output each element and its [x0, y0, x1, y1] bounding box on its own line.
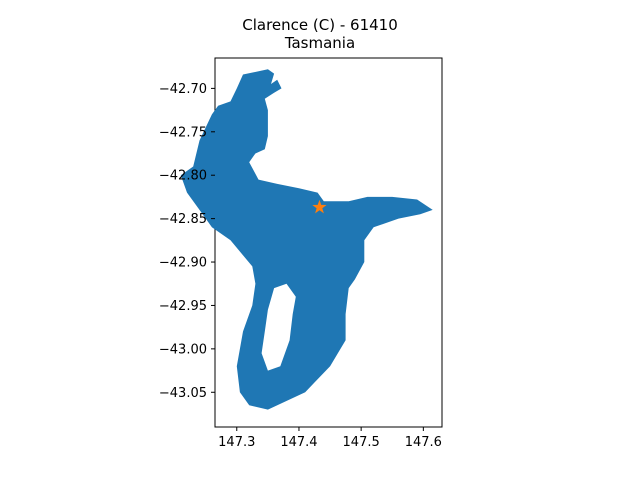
y-tick-label: −42.80	[159, 169, 207, 184]
region-shapes	[180, 69, 433, 410]
y-tick-label: −43.05	[159, 386, 207, 401]
y-tick-label: −43.00	[159, 342, 207, 357]
x-tick-label: 147.3	[218, 435, 255, 450]
y-axis: −42.70 −42.75 −42.80 −42.85 −42.90 −42.95 −43.…	[159, 82, 215, 401]
y-tick-label: −42.95	[159, 299, 207, 314]
water-inlet	[261, 283, 296, 371]
y-tick-label: −42.85	[159, 212, 207, 227]
x-axis: 147.3 147.4 147.5 147.6	[218, 427, 442, 450]
y-tick-label: −42.70	[159, 82, 207, 97]
star-icon	[312, 199, 327, 214]
x-tick-label: 147.6	[405, 435, 442, 450]
y-tick-label: −42.75	[159, 125, 207, 140]
y-tick-label: −42.90	[159, 256, 207, 271]
axes-frame	[214, 57, 443, 428]
x-tick-label: 147.5	[343, 435, 380, 450]
map-subtitle: Tasmania	[284, 34, 356, 52]
region-polygon	[180, 69, 433, 410]
x-tick-label: 147.4	[280, 435, 317, 450]
map-title: Clarence (C) - 61410	[242, 16, 398, 34]
